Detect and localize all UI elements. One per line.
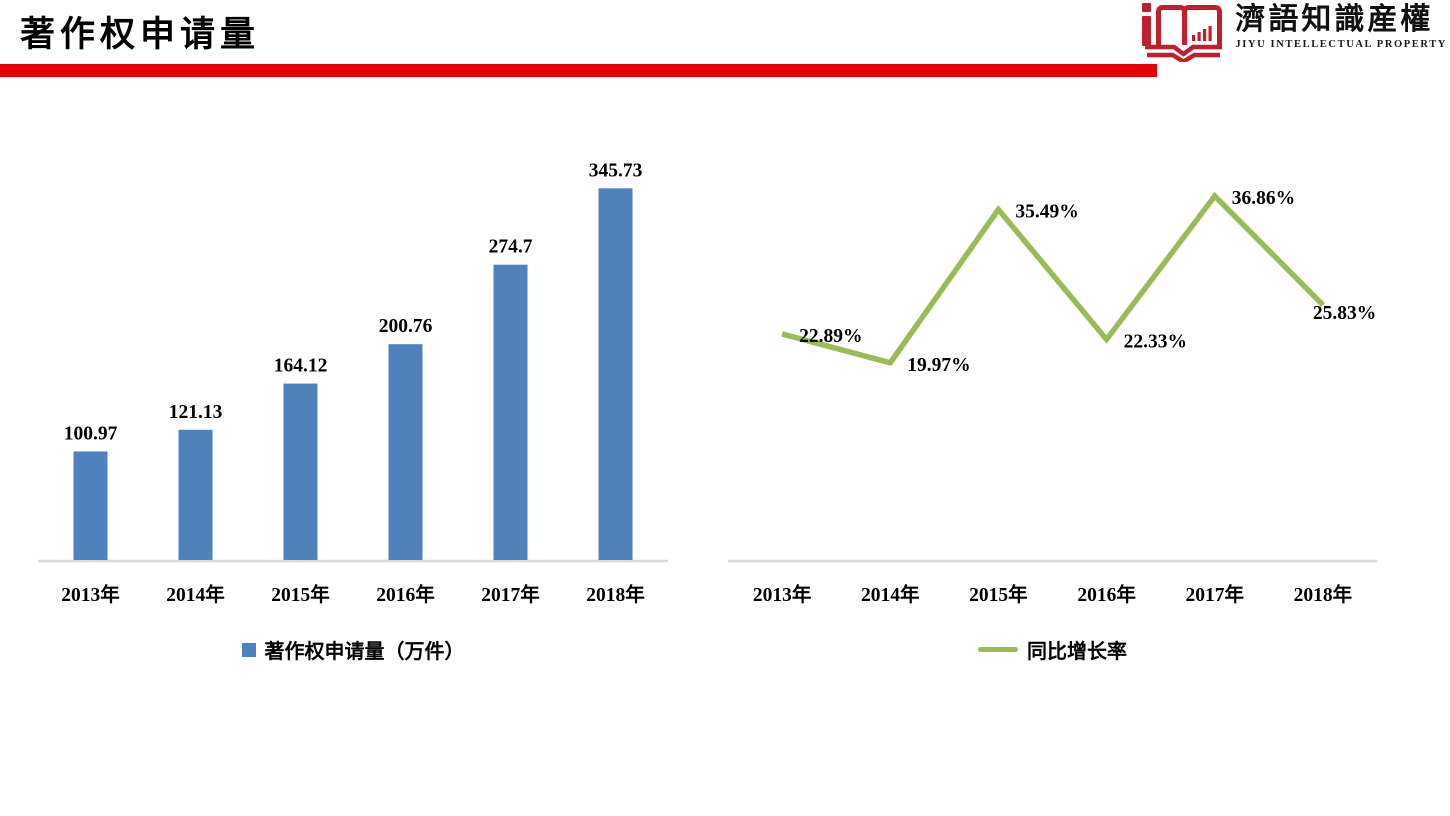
bar-value-label: 164.12 <box>274 356 328 377</box>
x-axis-label: 2018年 <box>1294 583 1353 606</box>
point-value-label: 22.89% <box>799 326 862 347</box>
x-axis-label: 2013年 <box>753 583 812 606</box>
page-title: 著作权申请量 <box>20 15 261 54</box>
x-axis-label: 2018年 <box>586 583 645 606</box>
bar-legend-label: 著作权申请量（万件） <box>264 641 465 663</box>
x-axis-label: 2015年 <box>271 583 330 606</box>
bar-chart-copyright-applications: 100.97 2013年 121.13 2014年 164.12 2015年 200.76 2… <box>38 130 668 664</box>
point-value-label: 35.49% <box>1015 202 1078 223</box>
point-value-label: 36.86% <box>1232 188 1295 209</box>
x-axis-label: 2016年 <box>1077 583 1136 606</box>
point-value-label: 25.83% <box>1313 303 1376 324</box>
bar-value-label: 100.97 <box>64 423 118 444</box>
x-axis-label: 2017年 <box>481 583 540 606</box>
bar <box>283 383 318 560</box>
bar-chart-canvas: 100.97 2013年 121.13 2014年 164.12 2015年 200.76 2… <box>38 160 668 606</box>
x-axis-label: 2015年 <box>969 583 1028 606</box>
bar-value-label: 121.13 <box>169 402 223 423</box>
line-chart-canvas: 22.89% 2013年 19.97% 2014年 35.49% 2015年 22.33% 2… <box>728 188 1377 606</box>
x-axis-label: 2014年 <box>166 583 225 606</box>
x-axis-label: 2017年 <box>1185 583 1244 606</box>
bar-value-label: 274.7 <box>489 237 533 258</box>
bar <box>598 188 633 560</box>
bar-legend-swatch <box>241 642 256 657</box>
point-value-label: 22.33% <box>1124 331 1187 352</box>
line-chart-growth-rate: 22.89% 2013年 19.97% 2014年 35.49% 2015年 22.33% 2… <box>728 130 1377 664</box>
bar <box>178 429 213 560</box>
logo-name-en: JIYU INTELLECTUAL PROPERTY <box>1235 39 1447 50</box>
line-legend-swatch <box>978 647 1018 652</box>
line-chart-legend: 同比增长率 <box>728 635 1377 664</box>
bar <box>73 451 108 560</box>
bar <box>388 344 423 560</box>
x-axis-label: 2016年 <box>376 583 435 606</box>
title-underline-rule <box>0 64 1157 77</box>
bar-chart-legend: 著作权申请量（万件） <box>38 635 668 664</box>
logo-name-cn: 濟語知識産權 <box>1235 3 1434 36</box>
growth-rate-line <box>781 191 1325 366</box>
bar-value-label: 345.73 <box>589 160 643 181</box>
company-logo: 濟語知識産權 JIYU INTELLECTUAL PROPERTY <box>1141 2 1447 62</box>
line-legend-label: 同比增长率 <box>1027 641 1127 663</box>
x-axis-label: 2013年 <box>61 583 120 606</box>
open-book-bar-chart-icon <box>1141 2 1227 62</box>
logo-text: 濟語知識産權 JIYU INTELLECTUAL PROPERTY <box>1235 2 1447 50</box>
x-axis-label: 2014年 <box>861 583 920 606</box>
bar-value-label: 200.76 <box>379 316 433 337</box>
bar <box>493 264 528 560</box>
point-value-label: 19.97% <box>907 355 970 376</box>
